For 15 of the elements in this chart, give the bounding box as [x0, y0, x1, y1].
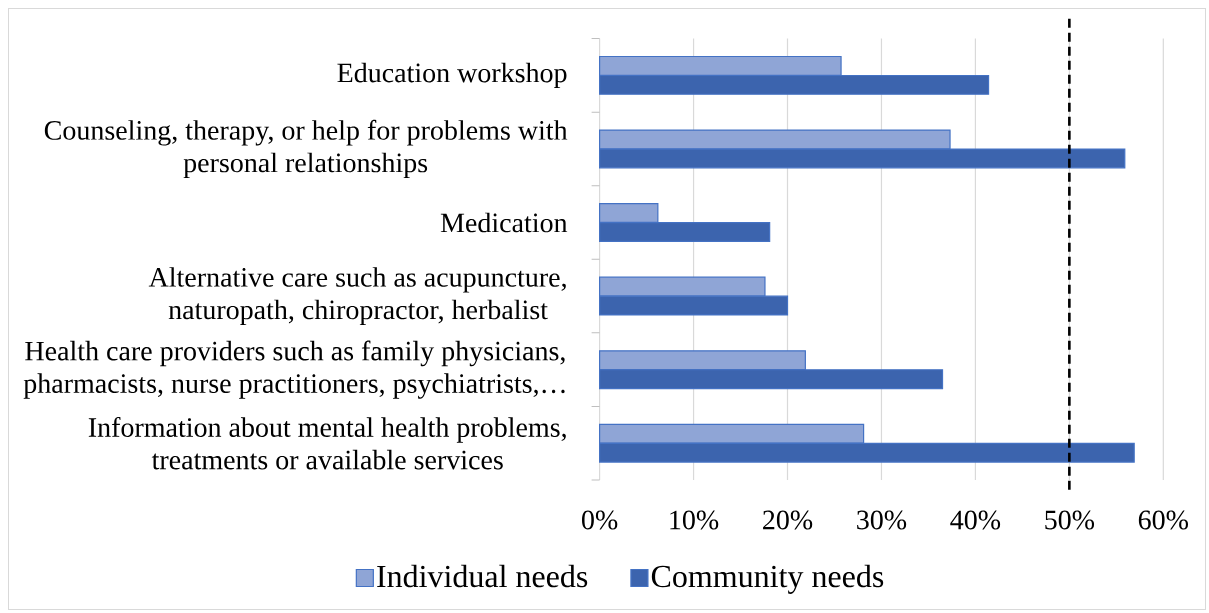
legend-label: Community needs — [651, 564, 884, 594]
y-tick-label: Alternative care such as acupuncture, naturopath, chiropractor, herbalist — [148, 267, 566, 326]
x-tick-label: 60% — [1138, 510, 1189, 530]
x-tick-label: 40% — [950, 510, 1001, 530]
y-tick-label: Medication — [440, 212, 568, 233]
x-tick-label: 10% — [670, 510, 719, 530]
x-tick-label: 50% — [1045, 510, 1095, 530]
y-tick-label: Counseling, therapy, or help for problems with personal relationships — [44, 119, 568, 179]
x-tick-label: 30% — [857, 510, 907, 530]
x-tick-label: 20% — [763, 510, 813, 530]
legend-label: Individual needs — [377, 564, 588, 588]
x-tick-label: 0% — [582, 510, 618, 530]
y-tick-label: Health care providers such as family physicians, pharmacists, nurse practitioners, psychiatrists,… — [23, 340, 565, 399]
y-tick-label: Education workshop — [337, 62, 567, 89]
y-tick-label: Information about mental health problems, treatments or available services — [88, 416, 566, 470]
